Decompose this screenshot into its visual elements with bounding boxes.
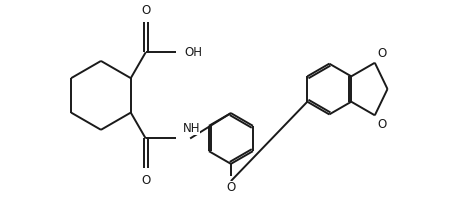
Text: O: O	[141, 174, 150, 187]
Text: O: O	[377, 47, 386, 60]
Text: O: O	[226, 181, 235, 194]
Text: OH: OH	[184, 46, 202, 59]
Text: O: O	[141, 4, 150, 17]
Text: NH: NH	[183, 122, 200, 135]
Text: O: O	[377, 118, 386, 131]
